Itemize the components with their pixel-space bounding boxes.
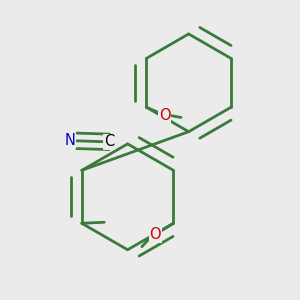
Text: O: O: [149, 227, 161, 242]
Text: C: C: [104, 134, 114, 149]
Text: O: O: [159, 108, 170, 123]
Text: N: N: [64, 133, 75, 148]
